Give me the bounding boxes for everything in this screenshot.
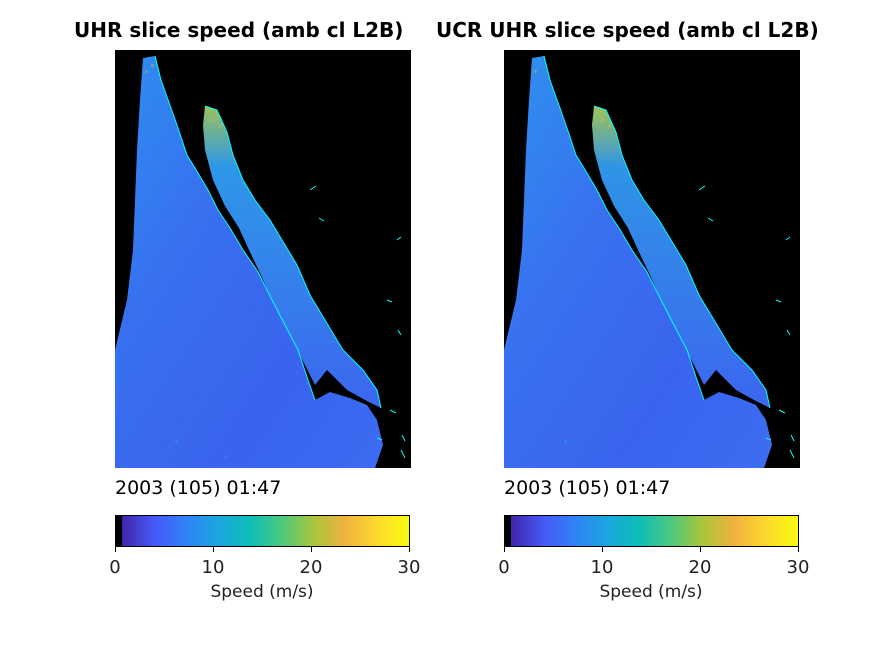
- coastline-gulf: [204, 105, 382, 409]
- speckle-texture: [145, 64, 228, 458]
- right-map-svg: [504, 55, 795, 468]
- coastline-gulf: [593, 105, 771, 409]
- right-colorbar-label: Speed (m/s): [599, 582, 703, 602]
- left-colorbar-tick-20: 20: [299, 557, 323, 578]
- left-plot-title: UHR slice speed (amb cl L2B): [74, 18, 404, 42]
- coastline: [543, 55, 705, 401]
- right-colorbar-tick-30: 30: [786, 557, 810, 578]
- right-colorbar-tickmark-3: [798, 547, 799, 552]
- left-colorbar-label: Speed (m/s): [210, 582, 314, 602]
- right-colorbar-tickmark-0: [504, 547, 505, 552]
- right-colorbar-tickmark-2: [700, 547, 701, 552]
- right-colorbar-tick-20: 20: [688, 557, 712, 578]
- left-colorbar-tickmark-3: [409, 547, 410, 552]
- right-colorbar: [504, 515, 799, 547]
- left-timestamp: 2003 (105) 01:47: [115, 477, 282, 499]
- ocean-region: [115, 56, 383, 468]
- speckle-texture: [534, 70, 611, 443]
- right-colorbar-tick-10: 10: [590, 557, 614, 578]
- coastline: [154, 55, 316, 401]
- right-plot-title: UCR UHR slice speed (amb cl L2B): [436, 18, 819, 42]
- coastline-islands: [698, 185, 795, 459]
- left-speed-map: [115, 50, 411, 468]
- left-colorbar-tickmark-0: [115, 547, 116, 552]
- right-colorbar-tickmark-1: [602, 547, 603, 552]
- left-colorbar: [115, 515, 410, 547]
- left-colorbar-tickmark-2: [311, 547, 312, 552]
- left-colorbar-tickmark-1: [213, 547, 214, 552]
- right-speed-map: [504, 50, 800, 468]
- ocean-region: [504, 56, 772, 468]
- left-map-svg: [115, 55, 406, 468]
- right-colorbar-tick-0: 0: [498, 557, 510, 578]
- left-colorbar-tick-0: 0: [109, 557, 121, 578]
- left-colorbar-tick-10: 10: [201, 557, 225, 578]
- left-colorbar-tick-30: 30: [397, 557, 421, 578]
- coastline-islands: [309, 185, 406, 459]
- right-timestamp: 2003 (105) 01:47: [504, 477, 671, 499]
